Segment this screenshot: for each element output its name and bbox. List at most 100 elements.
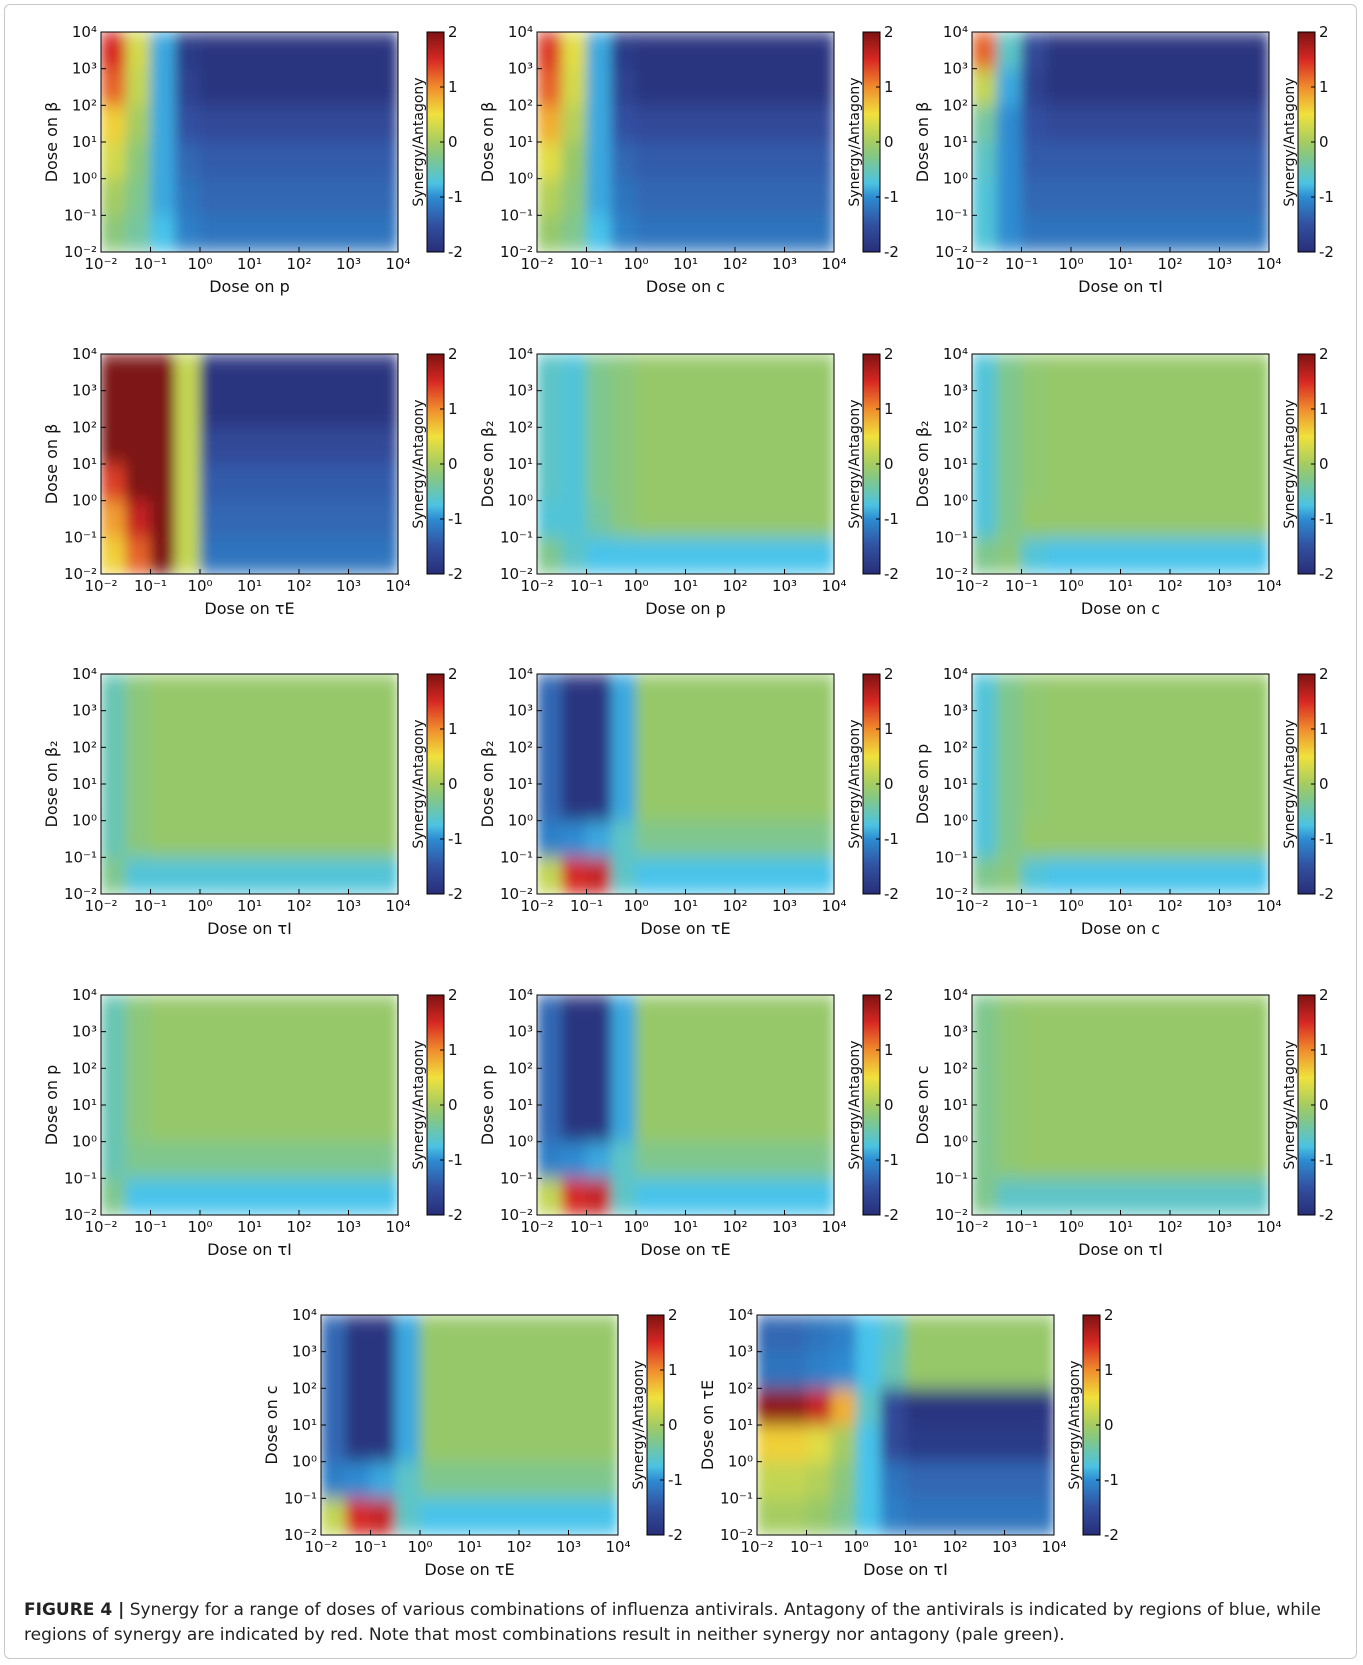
heatmap-cell [1120,1178,1146,1216]
heatmap-cell [323,178,349,216]
heatmap-cell [320,1424,347,1462]
x-tick-label: 10² [722,255,747,273]
heatmap-cell [561,31,587,69]
colorbar-tick-label: -1 [1319,1151,1334,1169]
heatmap-cell [1219,820,1245,858]
heatmap-cell [685,1104,711,1142]
heatmap-cell [125,710,151,748]
y-tick-label: 10¹ [72,775,97,793]
heatmap-cell [1120,710,1146,748]
heatmap-cell [174,178,201,216]
heatmap-cell [1194,783,1220,821]
x-tick-label: 10¹ [673,897,698,915]
heatmap-cell [880,1424,906,1462]
heatmap-cell [635,390,662,428]
heatmap-cell [125,994,151,1032]
y-tick-label: 10³ [72,1023,97,1041]
heatmap-cells [756,1314,1055,1536]
heatmap-cell [586,178,612,216]
x-tick-label: 10⁻² [955,577,988,595]
heatmap-cell [1194,178,1220,216]
y-tick-label: 10⁻¹ [500,206,533,224]
y-tick-label: 10⁴ [943,345,968,363]
heatmap-cell [372,353,399,391]
heatmap-cell [150,747,176,785]
heatmap-cell [808,1141,835,1179]
heatmap-cell [298,783,325,821]
x-axis-label: Dose on τI [863,1560,948,1579]
x-tick-label: 10⁻¹ [790,1538,823,1556]
y-axis-label: Dose on β₂ [913,420,932,507]
heatmap-cell [784,500,810,538]
heatmap-cell [929,1388,956,1426]
y-axis-label: Dose on β [42,424,61,505]
heatmap-cell [323,747,349,785]
heatmap-cell [1194,710,1220,748]
heatmap-cell [979,1388,1005,1426]
heatmap-cell [709,31,736,69]
heatmap-cells [536,31,835,253]
heatmap-cell [372,783,399,821]
heatmap-cell [996,390,1022,428]
heatmap-cell [1045,31,1072,69]
heatmap-cell [709,1068,736,1106]
heatmap-cell [1045,500,1072,538]
x-tick-label: 10³ [772,255,797,273]
heatmap-cell [1095,1031,1121,1069]
x-tick-label: 10⁰ [187,1218,212,1236]
heatmap-cell [394,1461,421,1499]
y-tick-label: 10³ [508,702,533,720]
heatmap-cell [372,68,399,106]
heatmap-cell [174,857,201,895]
y-tick-label: 10⁴ [508,986,533,1004]
x-tick-label: 10³ [772,897,797,915]
y-tick-label: 10³ [508,1023,533,1041]
colorbar-tick-label: 0 [448,455,458,473]
heatmap-cell [1021,390,1047,428]
heatmap-cell [1120,673,1146,711]
heatmap-cell [125,68,151,106]
heatmap-cell [273,1178,300,1216]
heatmap-cell [1021,747,1047,785]
y-tick-label: 10⁰ [72,170,97,188]
heatmap-cell [348,994,374,1032]
x-axis-label: Dose on τI [207,1240,292,1259]
heatmap-cell [224,673,250,711]
heatmap-cell [734,747,761,785]
y-tick-label: 10⁻² [284,1526,317,1544]
colorbar-tick-label: -1 [448,1151,463,1169]
heatmap-cell [1219,537,1245,575]
heatmap-cell [954,1461,981,1499]
heatmap-cell [808,105,835,143]
heatmap-cell [971,673,998,711]
heatmap-cell [1045,141,1072,179]
colorbar-tick-label: -1 [1319,830,1334,848]
heatmap-cell [372,178,399,216]
heatmap-cell [469,1498,495,1536]
heatmap-cell [493,1388,520,1426]
heatmap-cell [348,1068,374,1106]
heatmap-cell [125,783,151,821]
y-tick-label: 10¹ [508,455,533,473]
y-tick-label: 10⁻² [500,565,533,583]
heatmap-cell [610,537,637,575]
x-tick-label: 10¹ [1108,577,1133,595]
heatmap-cell [125,1104,151,1142]
heatmap-cell [586,1068,612,1106]
heatmap-cell [1144,500,1171,538]
heatmap-cell [1045,1104,1072,1142]
heatmap-cell [1120,783,1146,821]
heatmap-cell [1120,500,1146,538]
heatmap-cells [536,353,835,575]
colorbar-tick-label: -2 [1319,885,1334,903]
heatmap-cell [1021,463,1047,501]
heatmap-cell [1120,994,1146,1032]
heatmap-cell [1144,1104,1171,1142]
heatmap-cell [469,1351,495,1389]
x-tick-label: 10⁰ [187,577,212,595]
heatmap-cell [996,857,1022,895]
colorbar-tick-label: -1 [1319,510,1334,528]
heatmap-cell [150,105,176,143]
y-tick-label: 10² [728,1379,753,1397]
heatmap-cell [1144,1068,1171,1106]
